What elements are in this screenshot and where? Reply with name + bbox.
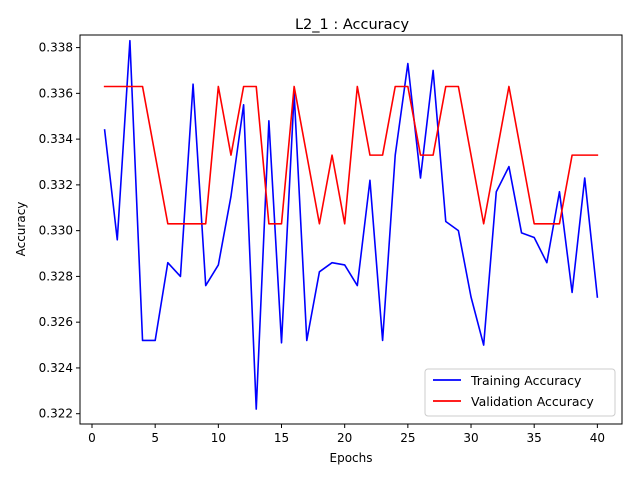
plot-area-frame [79, 34, 623, 425]
y-tick-label: 0.338 [39, 41, 73, 55]
x-tick-label: 35 [527, 431, 542, 445]
x-tick-label: 10 [211, 431, 226, 445]
y-axis-ticks: 0.322 0.324 0.326 0.328 0.330 0.332 0.334 0.336… [39, 41, 80, 421]
legend-box [424, 368, 616, 417]
legend-label-validation: Validation Accuracy [471, 394, 594, 409]
y-tick-label: 0.334 [39, 132, 73, 146]
x-tick-label: 40 [590, 431, 605, 445]
legend-label-training: Training Accuracy [470, 373, 582, 388]
chart-title: L2_1 : Accuracy [295, 17, 410, 33]
x-tick-label: 30 [463, 431, 478, 445]
x-tick-label: 5 [151, 431, 159, 445]
y-tick-label: 0.330 [39, 224, 73, 238]
x-axis-title: Epochs [330, 451, 373, 465]
y-axis-title: Accuracy [14, 202, 28, 257]
y-tick-label: 0.322 [39, 407, 73, 421]
y-tick-label: 0.332 [39, 178, 73, 192]
legend: Training Accuracy Validation Accuracy [424, 368, 616, 417]
x-tick-label: 20 [337, 431, 352, 445]
y-tick-label: 0.324 [39, 361, 73, 375]
y-tick-label: 0.326 [39, 315, 73, 329]
y-tick-label: 0.328 [39, 269, 73, 283]
x-tick-label: 25 [400, 431, 415, 445]
series-line-validation-accuracy [103, 85, 599, 225]
x-tick-label: 0 [88, 431, 96, 445]
y-tick-label: 0.336 [39, 86, 73, 100]
x-axis-ticks: 0 5 10 15 20 25 30 35 40 [88, 424, 605, 445]
series-line-training-accuracy [103, 39, 599, 410]
x-tick-label: 15 [274, 431, 289, 445]
